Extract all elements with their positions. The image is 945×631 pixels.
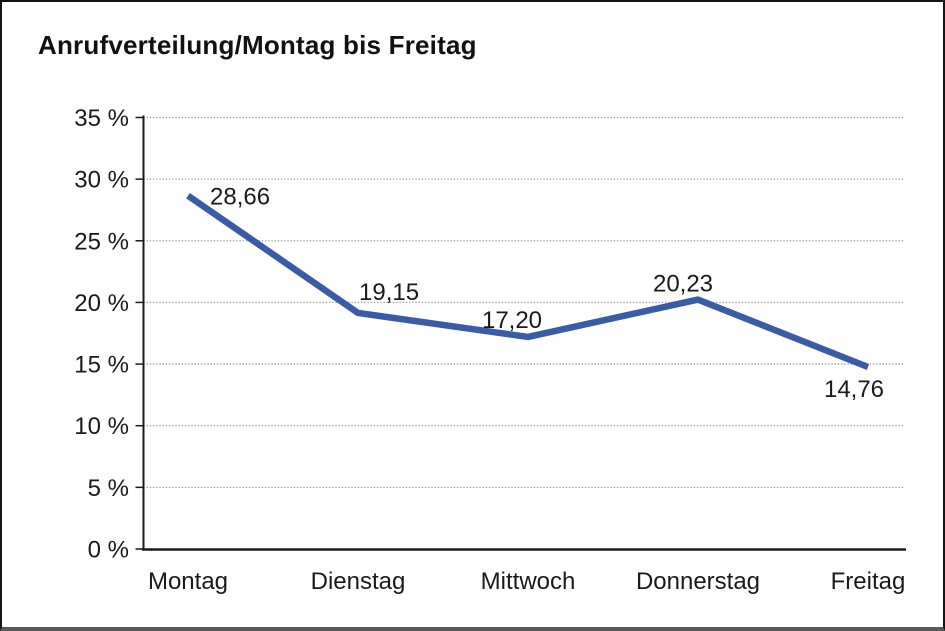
data-point-label: 17,20 [482, 307, 542, 334]
data-point-label: 19,15 [359, 279, 419, 306]
y-axis-tick-label: 25 % [74, 228, 129, 255]
y-axis-tick-label: 20 % [74, 290, 129, 317]
y-axis-tick-label: 5 % [88, 475, 129, 502]
x-axis-category-label: Freitag [831, 568, 906, 595]
data-point-label: 20,23 [653, 271, 713, 298]
data-point-label: 14,76 [824, 376, 884, 403]
y-axis-tick-label: 30 % [74, 167, 129, 194]
y-axis-tick-label: 0 % [88, 537, 129, 564]
series-line [186, 192, 870, 371]
y-axis-tick-label: 15 % [74, 352, 129, 379]
x-axis-category-label: Mittwoch [481, 568, 576, 595]
y-axis-tick-label: 10 % [74, 413, 129, 440]
data-point-label: 28,66 [210, 184, 270, 211]
chart-title: Anrufverteilung/Montag bis Freitag [38, 30, 477, 60]
x-axis-category-label: Dienstag [311, 568, 406, 595]
y-axis-tick-label: 35 % [74, 105, 129, 132]
x-axis-category-label: Donnerstag [636, 568, 760, 595]
x-axis-category-label: Montag [148, 568, 228, 595]
